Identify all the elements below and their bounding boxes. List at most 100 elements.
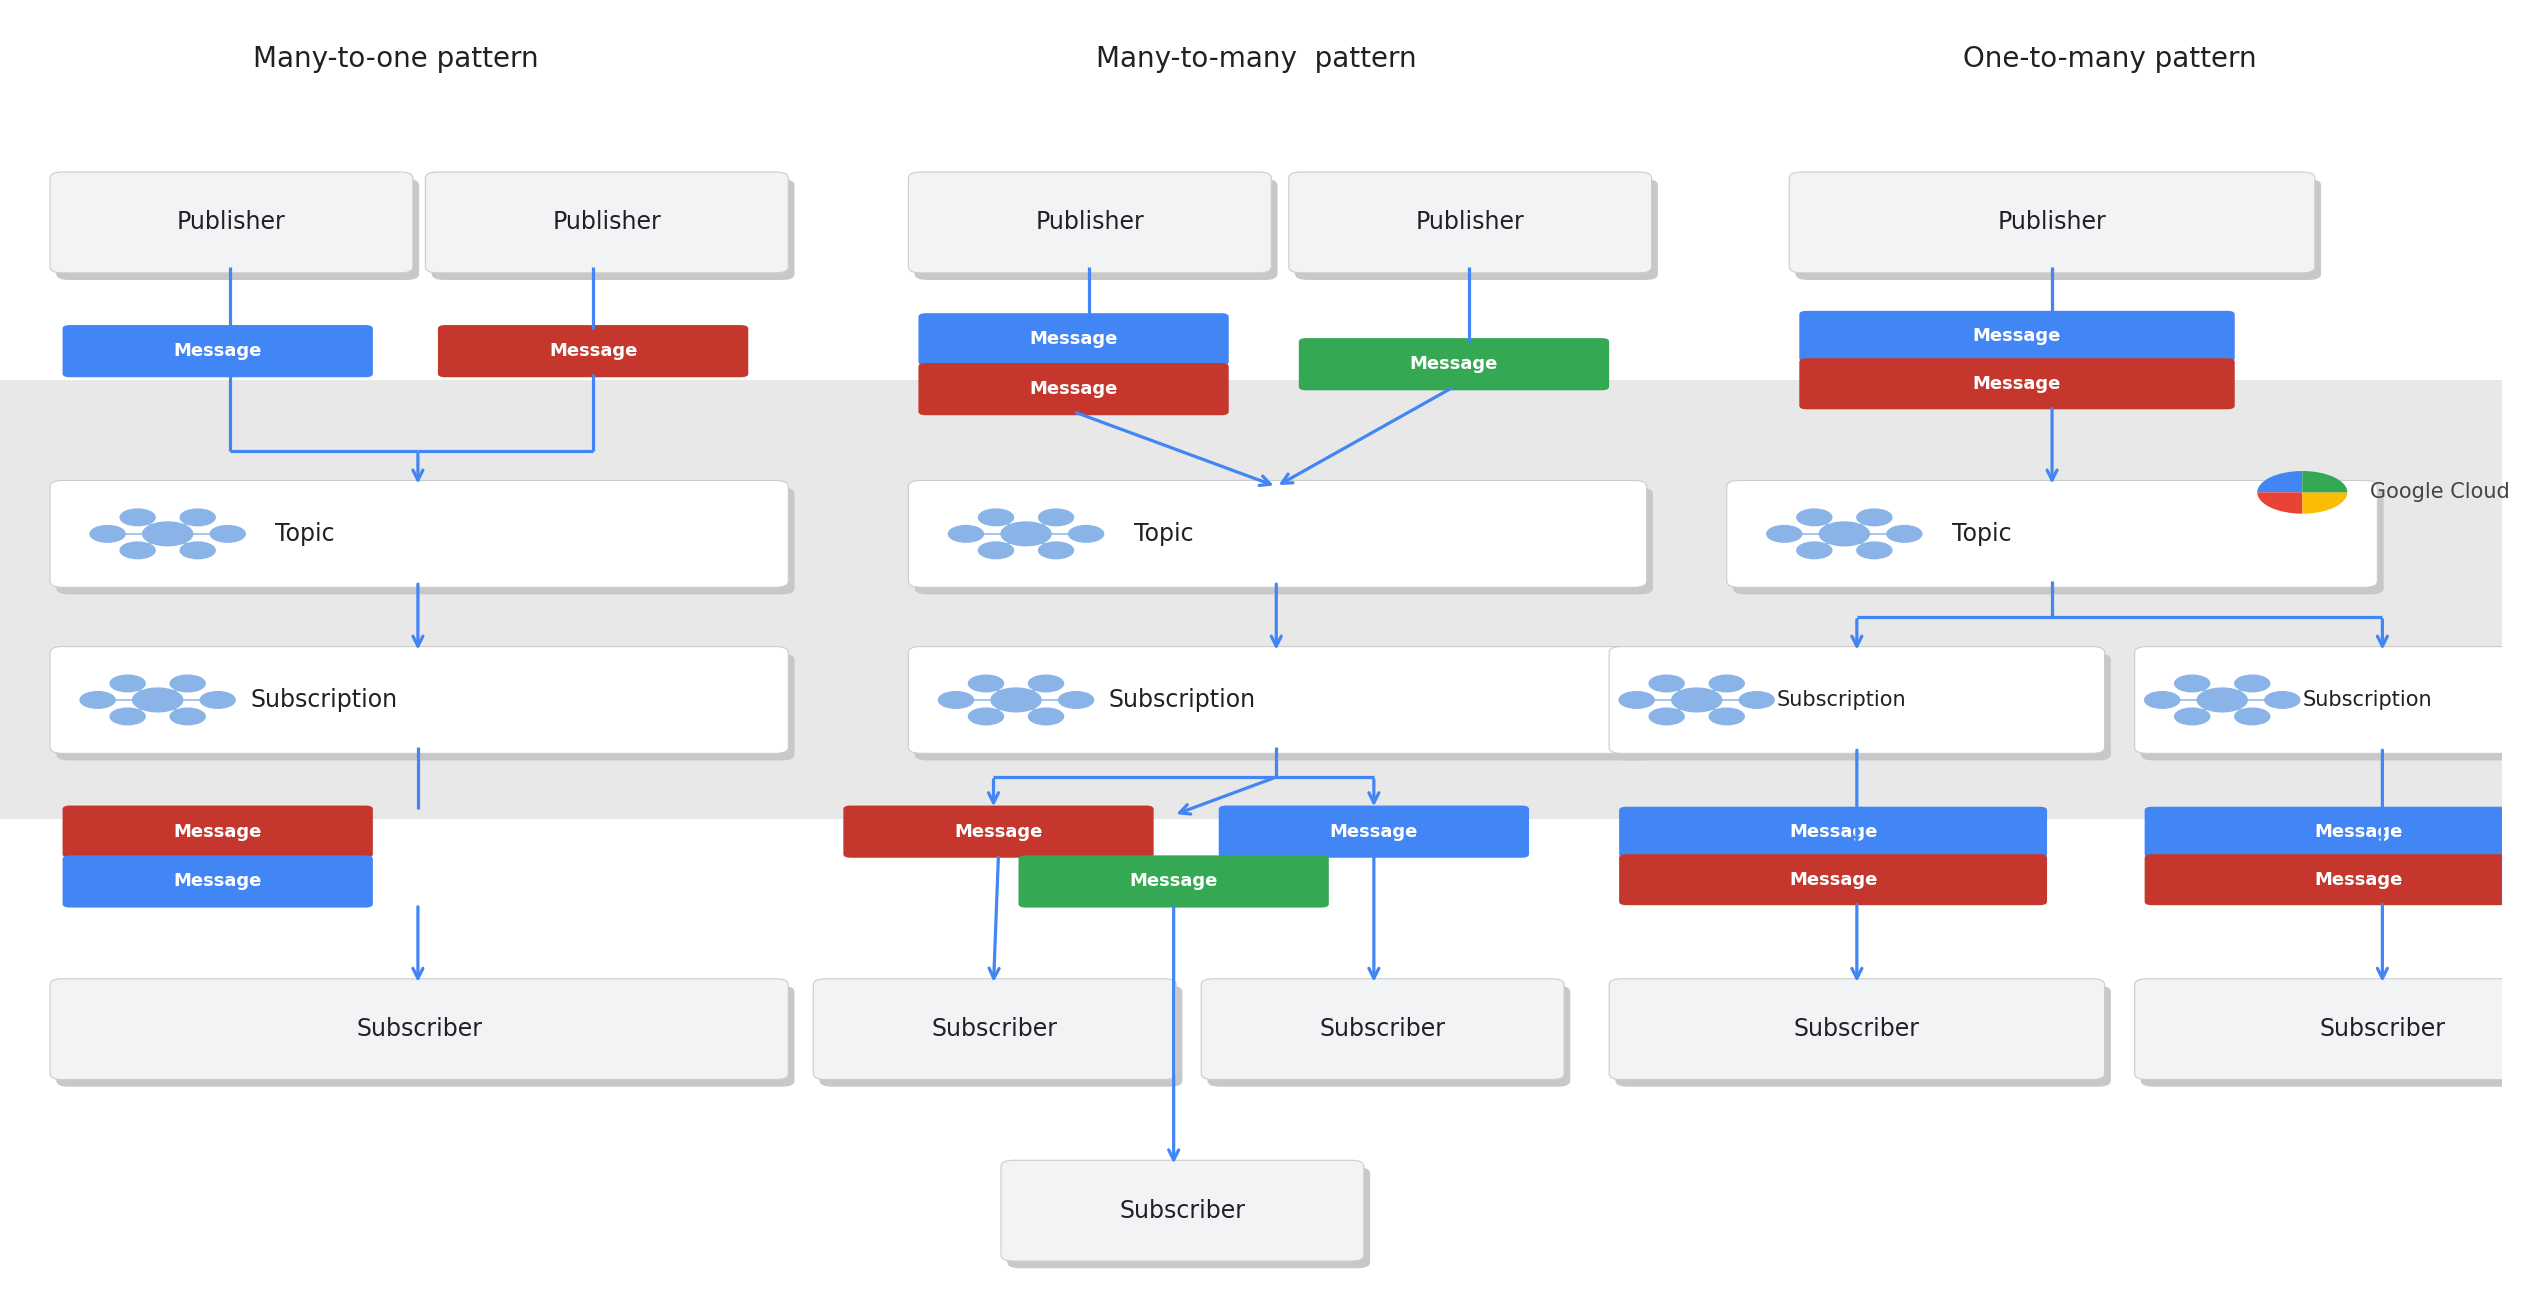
Text: Publisher: Publisher bbox=[1036, 210, 1145, 235]
Text: Message: Message bbox=[173, 342, 261, 360]
Circle shape bbox=[2198, 688, 2246, 711]
FancyBboxPatch shape bbox=[51, 979, 789, 1079]
Text: Message: Message bbox=[1789, 870, 1878, 889]
Text: Message: Message bbox=[954, 822, 1043, 840]
Circle shape bbox=[1000, 522, 1051, 545]
FancyBboxPatch shape bbox=[1609, 646, 2104, 753]
Circle shape bbox=[142, 522, 193, 545]
FancyBboxPatch shape bbox=[1794, 179, 2322, 281]
Text: Message: Message bbox=[173, 873, 261, 890]
Text: Subscription: Subscription bbox=[2302, 690, 2431, 710]
FancyBboxPatch shape bbox=[1008, 1168, 1371, 1268]
Circle shape bbox=[1058, 692, 1094, 709]
Circle shape bbox=[2175, 675, 2211, 692]
Text: Publisher: Publisher bbox=[1997, 210, 2107, 235]
Circle shape bbox=[1650, 675, 1685, 692]
Circle shape bbox=[1068, 526, 1104, 542]
Text: Subscriber: Subscriber bbox=[931, 1017, 1058, 1041]
FancyBboxPatch shape bbox=[1799, 311, 2236, 361]
Circle shape bbox=[180, 509, 216, 526]
Text: Message: Message bbox=[1972, 328, 2061, 346]
Circle shape bbox=[1038, 509, 1074, 526]
Circle shape bbox=[180, 542, 216, 559]
Text: Message: Message bbox=[548, 342, 637, 360]
Text: Message: Message bbox=[2315, 823, 2403, 842]
FancyBboxPatch shape bbox=[1614, 654, 2112, 761]
Text: Message: Message bbox=[1330, 822, 1419, 840]
Circle shape bbox=[81, 692, 114, 709]
Circle shape bbox=[1858, 542, 1891, 559]
Text: Google Cloud: Google Cloud bbox=[2370, 483, 2510, 502]
Circle shape bbox=[1619, 692, 1655, 709]
FancyBboxPatch shape bbox=[909, 646, 1647, 753]
Text: Subscriber: Subscriber bbox=[1119, 1199, 1246, 1223]
Circle shape bbox=[1650, 709, 1685, 724]
Circle shape bbox=[1820, 522, 1871, 545]
Circle shape bbox=[2145, 692, 2180, 709]
Circle shape bbox=[949, 526, 985, 542]
FancyBboxPatch shape bbox=[1619, 806, 2048, 857]
Circle shape bbox=[1028, 675, 1063, 692]
Circle shape bbox=[970, 709, 1003, 724]
Wedge shape bbox=[2256, 492, 2302, 514]
FancyBboxPatch shape bbox=[909, 172, 1272, 273]
Text: Publisher: Publisher bbox=[553, 210, 662, 235]
Text: Subscriber: Subscriber bbox=[355, 1017, 482, 1041]
FancyBboxPatch shape bbox=[919, 313, 1228, 365]
FancyBboxPatch shape bbox=[51, 172, 414, 273]
FancyBboxPatch shape bbox=[63, 805, 373, 857]
FancyBboxPatch shape bbox=[2145, 855, 2538, 906]
Circle shape bbox=[1673, 688, 1721, 711]
Circle shape bbox=[132, 688, 183, 711]
FancyBboxPatch shape bbox=[914, 179, 1277, 281]
FancyBboxPatch shape bbox=[2134, 979, 2538, 1079]
Wedge shape bbox=[2302, 471, 2348, 492]
FancyBboxPatch shape bbox=[1614, 985, 2112, 1087]
FancyBboxPatch shape bbox=[1289, 172, 1652, 273]
FancyBboxPatch shape bbox=[56, 654, 794, 761]
Wedge shape bbox=[2256, 471, 2302, 492]
FancyBboxPatch shape bbox=[909, 480, 1647, 587]
FancyBboxPatch shape bbox=[919, 363, 1228, 415]
Text: Topic: Topic bbox=[1952, 522, 2013, 545]
Text: Many-to-many  pattern: Many-to-many pattern bbox=[1096, 46, 1416, 73]
FancyBboxPatch shape bbox=[56, 488, 794, 594]
FancyBboxPatch shape bbox=[1294, 179, 1657, 281]
Text: One-to-many pattern: One-to-many pattern bbox=[1962, 46, 2256, 73]
FancyBboxPatch shape bbox=[2145, 806, 2538, 857]
Text: Subscription: Subscription bbox=[1777, 690, 1906, 710]
Circle shape bbox=[1858, 509, 1891, 526]
Circle shape bbox=[2264, 692, 2299, 709]
Circle shape bbox=[211, 526, 246, 542]
Text: Message: Message bbox=[1129, 873, 1218, 890]
Text: Message: Message bbox=[173, 822, 261, 840]
Circle shape bbox=[939, 692, 975, 709]
FancyBboxPatch shape bbox=[2142, 985, 2538, 1087]
Circle shape bbox=[109, 709, 145, 724]
FancyBboxPatch shape bbox=[56, 179, 419, 281]
Circle shape bbox=[170, 709, 206, 724]
Wedge shape bbox=[2302, 492, 2348, 514]
Circle shape bbox=[1708, 709, 1744, 724]
FancyBboxPatch shape bbox=[1218, 805, 1528, 857]
Text: Message: Message bbox=[1030, 330, 1117, 348]
FancyBboxPatch shape bbox=[1208, 985, 1571, 1087]
FancyBboxPatch shape bbox=[56, 985, 794, 1087]
FancyBboxPatch shape bbox=[1619, 855, 2048, 906]
Circle shape bbox=[970, 675, 1003, 692]
Circle shape bbox=[1766, 526, 1802, 542]
FancyBboxPatch shape bbox=[51, 480, 789, 587]
Circle shape bbox=[201, 692, 236, 709]
Circle shape bbox=[1886, 526, 1921, 542]
FancyBboxPatch shape bbox=[1609, 979, 2104, 1079]
Circle shape bbox=[2175, 709, 2211, 724]
FancyBboxPatch shape bbox=[1789, 172, 2315, 273]
Circle shape bbox=[89, 526, 124, 542]
FancyBboxPatch shape bbox=[1000, 1160, 1363, 1261]
Circle shape bbox=[2236, 675, 2269, 692]
Text: Topic: Topic bbox=[1134, 522, 1193, 545]
FancyBboxPatch shape bbox=[843, 805, 1155, 857]
Circle shape bbox=[1028, 709, 1063, 724]
Circle shape bbox=[1797, 509, 1832, 526]
FancyBboxPatch shape bbox=[1799, 359, 2236, 410]
